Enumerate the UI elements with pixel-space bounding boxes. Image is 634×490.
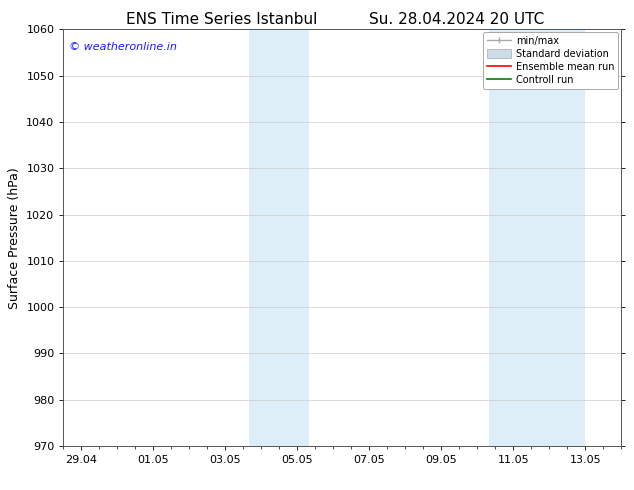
Bar: [489, 29, 585, 446]
Y-axis label: Surface Pressure (hPa): Surface Pressure (hPa): [8, 167, 21, 309]
Legend: min/max, Standard deviation, Ensemble mean run, Controll run: min/max, Standard deviation, Ensemble me…: [483, 32, 618, 89]
Text: Su. 28.04.2024 20 UTC: Su. 28.04.2024 20 UTC: [369, 12, 544, 27]
Text: ENS Time Series Istanbul: ENS Time Series Istanbul: [126, 12, 318, 27]
Text: © weatheronline.in: © weatheronline.in: [69, 42, 177, 52]
Bar: [250, 29, 309, 446]
